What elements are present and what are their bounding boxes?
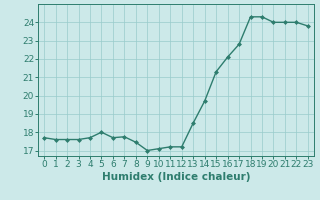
X-axis label: Humidex (Indice chaleur): Humidex (Indice chaleur)	[102, 172, 250, 182]
